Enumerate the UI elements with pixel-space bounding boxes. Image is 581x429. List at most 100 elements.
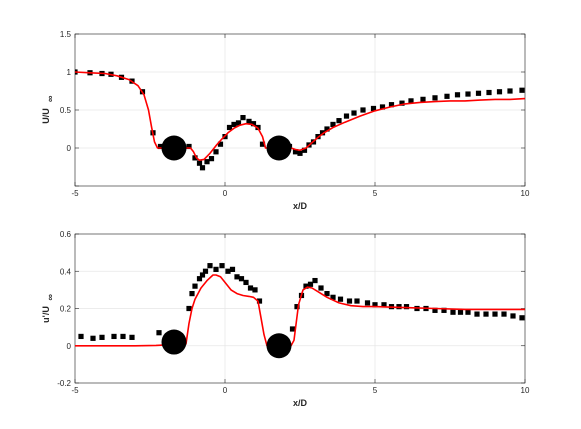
data-marker [379,104,386,110]
data-marker [360,107,366,113]
cylinder-marker [161,329,187,355]
data-marker [519,315,525,321]
y-tick-label: 1 [67,68,72,77]
data-marker [319,130,326,136]
y-axis-label: u'/U ∞ [41,294,55,323]
cylinder-marker [161,135,187,161]
data-marker [457,309,464,315]
y-axis-label-main: U/U [41,108,51,124]
y-tick-label: 0.6 [60,230,72,239]
data-marker [156,330,162,336]
data-marker [474,311,480,317]
data-marker [231,121,237,128]
y-axis-label: U/U ∞ [41,95,55,124]
data-marker [250,121,257,127]
data-marker [475,90,482,96]
data-marker [256,298,263,304]
data-marker [454,92,461,98]
data-marker [441,307,447,313]
data-marker [99,334,105,340]
data-marker [289,326,296,332]
y-tick-label: 0.2 [60,305,72,314]
data-marker [252,287,258,293]
y-tick-label: -0.2 [57,379,71,388]
data-marker [213,149,219,155]
data-marker [129,334,135,340]
data-marker [324,291,330,297]
x-tick-label: 5 [373,189,378,198]
data-marker [234,274,240,280]
data-marker [381,302,387,308]
data-marker [235,120,242,126]
data-marker [343,113,350,119]
data-marker [192,283,198,289]
data-marker [346,298,353,304]
data-marker [432,95,438,101]
x-tick-label: 0 [223,386,228,395]
data-marker [243,279,249,286]
data-marker [337,296,344,302]
y-tick-label: 1.5 [60,30,72,39]
data-marker [501,311,507,317]
data-marker [519,87,525,93]
x-axis-label: x/D [293,398,308,408]
data-marker [403,304,410,310]
data-marker [202,268,209,274]
data-marker [111,333,117,340]
data-marker [199,165,206,171]
data-marker [370,105,377,112]
data-marker [196,276,203,282]
data-marker [486,89,492,96]
data-layer [75,263,525,347]
x-tick-label: -5 [71,189,79,198]
y-axis-label-main: u'/U [41,306,51,323]
data-marker [196,160,203,166]
y-tick-label: 0 [67,144,72,153]
data-marker [259,141,266,147]
data-marker [307,281,314,287]
data-marker [246,118,252,124]
data-marker [157,143,164,150]
data-marker [294,304,300,310]
data-marker [225,268,231,274]
data-marker [208,156,215,162]
data-marker [510,313,516,319]
data-marker [186,305,192,312]
data-marker [301,147,308,153]
data-marker [217,141,224,147]
data-marker [450,309,456,315]
data-marker [312,277,318,284]
data-marker [372,302,378,308]
data-marker [318,285,324,291]
data-marker [238,276,245,282]
simulation-line [75,274,525,347]
y-axis-label-sub: ∞ [45,294,55,301]
data-marker [432,307,438,313]
data-marker [465,309,471,315]
data-marker [219,263,225,269]
data-marker [192,155,198,161]
x-tick-label: 0 [223,189,228,198]
y-tick-label: 0.5 [60,106,72,115]
y-axis-label-sub: ∞ [45,95,55,102]
data-marker [420,96,426,102]
data-marker [229,266,236,272]
data-marker [364,300,371,306]
cylinder-marker [266,333,292,359]
data-marker [330,294,336,300]
x-tick-label: -5 [71,386,79,395]
x-tick-label: 10 [521,189,530,198]
data-marker [247,285,254,291]
data-marker [292,149,299,155]
data-marker [186,143,192,150]
data-marker [496,89,503,95]
data-marker [90,335,96,341]
x-axis-label: x/D [293,201,308,211]
data-marker [444,93,450,99]
data-marker [204,159,210,165]
data-marker [336,118,342,124]
data-marker [388,102,395,108]
data-marker [120,333,126,340]
chart-panel-2: -5 0 5 10 -0.2 0 0.2 0.4 0.6 x/D u'/U ∞ [41,230,530,408]
